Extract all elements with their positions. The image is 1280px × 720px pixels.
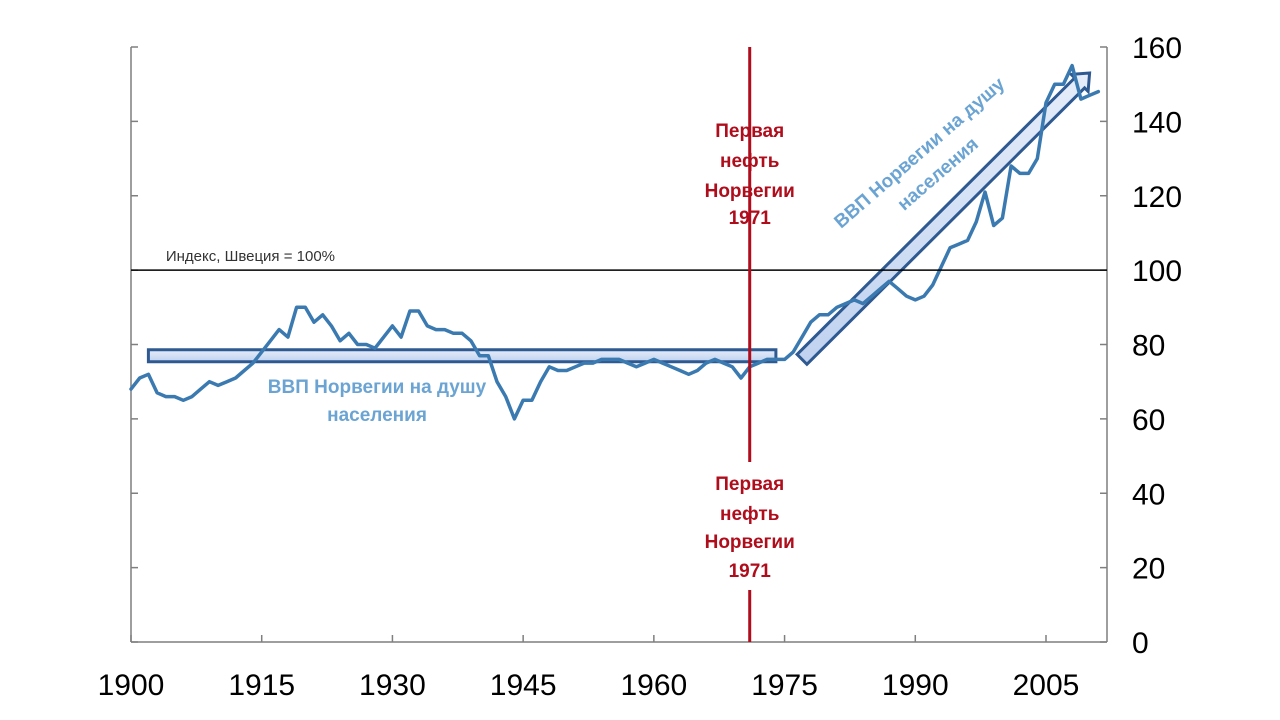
oil-label-bottom-line: нефть xyxy=(720,504,779,525)
x-tick-label: 1900 xyxy=(98,669,165,702)
y-tick-label: 140 xyxy=(1132,106,1182,139)
y-tick-label: 20 xyxy=(1132,553,1165,586)
gdp-series-line xyxy=(129,63,1101,421)
rising-trend-label-line: ВВП Норвегии на душу xyxy=(831,73,1010,232)
rising-trend-arrow xyxy=(794,71,1092,367)
oil-label-bottom-line: Первая xyxy=(715,474,784,495)
x-tick-label: 1945 xyxy=(490,669,557,702)
oil-label-bottom-line: Норвегии xyxy=(705,532,795,553)
flat-trend-label-line: ВВП Норвегии на душу xyxy=(268,377,487,398)
reference-line-label: Индекс, Швеция = 100% xyxy=(166,248,335,265)
trend-arrows xyxy=(146,71,1092,367)
x-tick-label: 1960 xyxy=(620,669,687,702)
oil-label-bottom-line: 1971 xyxy=(729,561,772,582)
oil-label-top-line: Норвегии xyxy=(705,181,795,202)
x-tick-label: 1975 xyxy=(751,669,818,702)
flat-trend-label-line: населения xyxy=(327,405,427,426)
y-tick-label: 80 xyxy=(1132,330,1165,363)
series-layer xyxy=(129,63,1101,421)
y-tick-label: 60 xyxy=(1132,404,1165,437)
flat-trend-band xyxy=(146,348,778,364)
annotations: Индекс, Швеция = 100% Первая нефть Норвегии… xyxy=(131,47,1107,642)
x-tick-label: 1990 xyxy=(882,669,949,702)
oil-label-top-line: Первая xyxy=(715,121,784,142)
y-tick-label: 40 xyxy=(1132,478,1165,511)
x-tick-label: 1930 xyxy=(359,669,426,702)
x-tick-label: 1915 xyxy=(228,669,295,702)
y-tick-label: 0 xyxy=(1132,627,1149,660)
axes: 0 20 40 60 80 100 120 140 160 1900 1915 1930 1945 196… xyxy=(98,32,1182,702)
y-tick-label: 160 xyxy=(1132,32,1182,65)
oil-label-top-line: нефть xyxy=(720,151,779,172)
y-tick-label: 120 xyxy=(1132,181,1182,214)
y-tick-label: 100 xyxy=(1132,255,1182,288)
oil-label-top-line: 1971 xyxy=(729,208,772,229)
x-tick-label: 2005 xyxy=(1013,669,1080,702)
